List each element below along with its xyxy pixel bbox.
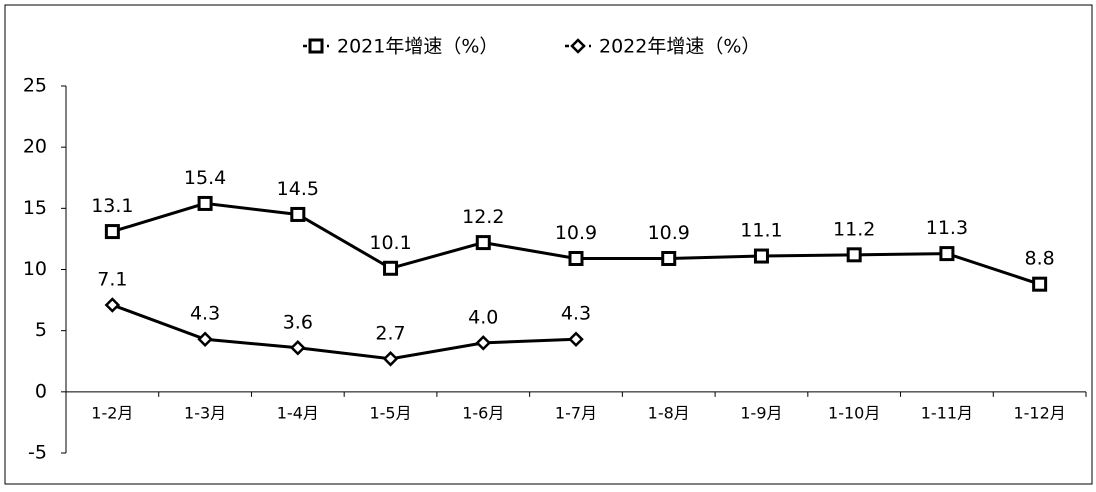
x-tick-label: 1-5月 (369, 404, 411, 423)
marker (753, 248, 769, 264)
marker (197, 195, 213, 211)
data-label: 10.9 (648, 222, 690, 244)
marker (308, 38, 324, 54)
data-label: 13.1 (91, 195, 133, 217)
data-label: 3.6 (283, 311, 313, 333)
x-tick-label: 1-9月 (740, 404, 782, 423)
marker (846, 247, 862, 263)
data-label: 10.9 (555, 222, 597, 244)
legend-label: 2022年增速（%） (599, 36, 760, 58)
x-tick-label: 1-8月 (648, 404, 690, 423)
x-tick-label: 1-7月 (555, 404, 597, 423)
data-label: 11.3 (926, 217, 968, 239)
x-tick-label: 1-11月 (921, 404, 973, 423)
marker (290, 340, 306, 356)
data-label: 2.7 (375, 322, 405, 344)
marker (475, 235, 491, 251)
x-tick-label: 1-12月 (1013, 404, 1065, 423)
x-tick-label: 1-3月 (184, 404, 226, 423)
y-tick-label: 25 (23, 75, 47, 97)
data-label: 4.3 (561, 303, 591, 325)
marker (939, 246, 955, 262)
data-label: 11.1 (740, 220, 782, 242)
marker (290, 206, 306, 222)
marker (568, 331, 584, 347)
y-tick-label: 15 (23, 197, 47, 219)
legend-label: 2021年增速（%） (337, 36, 498, 58)
y-tick-label: 0 (35, 380, 47, 402)
frame (4, 4, 1093, 485)
data-label: 7.1 (97, 268, 127, 290)
marker (383, 260, 399, 276)
marker (104, 224, 120, 240)
x-tick-label: 1-10月 (828, 404, 880, 423)
marker (104, 297, 121, 313)
y-tick-label: 5 (35, 319, 47, 341)
data-label: 10.1 (369, 232, 411, 254)
x-tick-label: 1-4月 (277, 404, 319, 423)
marker (570, 38, 586, 54)
series-line (111, 303, 577, 361)
x-tick-label: 1-2月 (91, 404, 133, 423)
data-label: 14.5 (277, 178, 319, 200)
marker (382, 351, 399, 367)
data-label: 4.0 (468, 306, 498, 328)
data-label: 8.8 (1025, 248, 1055, 270)
y-tick-label: 10 (23, 258, 47, 280)
y-tick-label: -5 (28, 442, 47, 464)
marker (475, 335, 492, 351)
marker (197, 331, 213, 347)
marker (568, 250, 584, 266)
data-label: 4.3 (190, 303, 220, 325)
data-label: 15.4 (184, 167, 226, 189)
marker (1032, 276, 1048, 292)
marker (661, 250, 677, 266)
y-tick-label: 20 (23, 136, 47, 158)
data-label: 12.2 (462, 206, 504, 228)
data-label: 11.2 (833, 218, 875, 240)
x-tick-label: 1-6月 (462, 404, 504, 423)
